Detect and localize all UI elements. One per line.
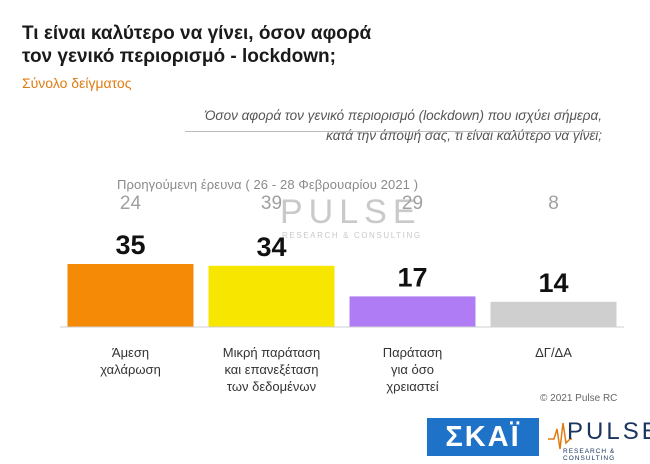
category-label-2-line-3: των δεδομένων (226, 379, 317, 394)
pulse-watermark: PULSE (280, 193, 422, 231)
bar-2 (208, 265, 335, 327)
chart-title: Τι είναι καλύτερο να γίνει, όσον αφορά τ… (22, 22, 442, 68)
bar-4 (490, 301, 617, 327)
bar-value-label-4: 14 (538, 268, 568, 298)
category-label-1: Άμεση χαλάρωση (61, 344, 201, 378)
previous-value-label-2: 39 (261, 193, 282, 214)
previous-value-label-3: 29 (402, 193, 423, 214)
previous-survey-label: Προηγούμενη έρευνα ( 26 - 28 Φεβρουαρίου… (117, 177, 419, 192)
bar-3 (349, 296, 476, 327)
bar-value-label-3: 17 (397, 262, 427, 292)
skai-logo: ΣΚΑΪ (427, 418, 539, 456)
title-line-1: Τι είναι καλύτερο να γίνει, όσον αφορά (22, 23, 372, 44)
previous-value-label-1: 24 (120, 193, 142, 214)
copyright: © 2021 Pulse RC (540, 393, 618, 404)
category-label-1-line-2: χαλάρωση (100, 362, 161, 377)
category-label-3-line-1: Παράταση (382, 345, 443, 360)
bar-1 (67, 264, 194, 327)
category-label-1-line-1: Άμεση (111, 345, 150, 360)
category-label-4-line-1: ΔΓ/ΔΑ (535, 345, 572, 360)
bar-value-label-2: 34 (256, 232, 286, 262)
previous-value-label-4: 8 (548, 193, 559, 214)
title-line-2: τον γενικό περιορισμό - lockdown; (22, 46, 336, 67)
chart-subtitle: Σύνολο δείγματος (22, 75, 132, 91)
category-label-3: Παράταση για όσο χρειαστεί (343, 344, 483, 395)
category-label-3-line-2: για όσο (391, 362, 434, 377)
category-label-2-line-1: Μικρή παράταση (222, 345, 321, 360)
category-label-2: Μικρή παράταση και επανεξέταση των δεδομέν… (202, 344, 342, 395)
pulse-logo-wave-icon (548, 422, 572, 450)
category-label-3-line-3: χρειαστεί (386, 379, 439, 394)
question-line-1: Όσον αφορά τον γενικό περιορισμό (lockdo… (204, 108, 602, 123)
category-label-2-line-2: και επανεξέταση (224, 362, 319, 377)
pulse-logo-tagline: RESEARCH & CONSULTING (563, 448, 616, 462)
category-label-4: ΔΓ/ΔΑ (484, 344, 624, 361)
pulse-logo: PULSE (567, 418, 650, 445)
question-underline (185, 131, 600, 132)
bar-value-label-1: 35 (115, 230, 145, 260)
pulse-watermark-tagline: RESEARCH & CONSULTING (282, 231, 422, 240)
